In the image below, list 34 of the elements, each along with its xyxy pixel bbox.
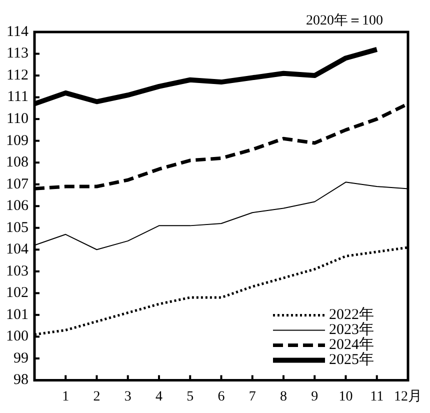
legend-label: 2022年 bbox=[329, 306, 374, 324]
x-tick-label: 7 bbox=[248, 389, 256, 404]
x-tick-label: 4 bbox=[156, 389, 162, 404]
y-tick-label: 107 bbox=[6, 176, 29, 192]
legend-label: 2023年 bbox=[329, 321, 374, 338]
y-tick-label: 112 bbox=[6, 67, 28, 84]
x-tick-label: 8 bbox=[280, 389, 287, 404]
x-tick-label: 12月 bbox=[394, 389, 422, 404]
legend-label: 2024年 bbox=[329, 336, 374, 354]
text: 2020年＝100 bbox=[306, 12, 383, 29]
x-tick-label: 10 bbox=[338, 389, 353, 404]
y-tick-label: 104 bbox=[6, 242, 29, 258]
legend-label: 2025年 bbox=[329, 351, 374, 368]
x-tick-label: 1 bbox=[62, 389, 70, 404]
y-tick-label: 99 bbox=[14, 350, 28, 366]
y-tick-label: 114 bbox=[6, 24, 29, 40]
y-tick-label: 101 bbox=[6, 306, 28, 323]
x-tick-label: 2 bbox=[93, 389, 100, 404]
y-tick-label: 108 bbox=[6, 154, 28, 171]
x-tick-label: 5 bbox=[186, 389, 194, 404]
x-tick-label: 6 bbox=[218, 389, 225, 404]
x-tick-label: 9 bbox=[311, 389, 318, 404]
y-tick-label: 98 bbox=[14, 372, 28, 388]
y-tick-label: 103 bbox=[6, 263, 28, 280]
y-tick-label: 105 bbox=[6, 220, 28, 236]
y-tick-label: 113 bbox=[6, 46, 28, 62]
y-tick-label: 111 bbox=[7, 89, 28, 106]
y-tick-label: 106 bbox=[6, 198, 29, 214]
x-tick-label: 11 bbox=[370, 389, 384, 404]
y-tick-label: 102 bbox=[6, 285, 28, 302]
x-tick-label: 3 bbox=[124, 389, 132, 404]
y-tick-label: 109 bbox=[6, 132, 28, 149]
y-tick-label: 110 bbox=[6, 110, 28, 127]
y-tick-label: 100 bbox=[6, 328, 28, 345]
